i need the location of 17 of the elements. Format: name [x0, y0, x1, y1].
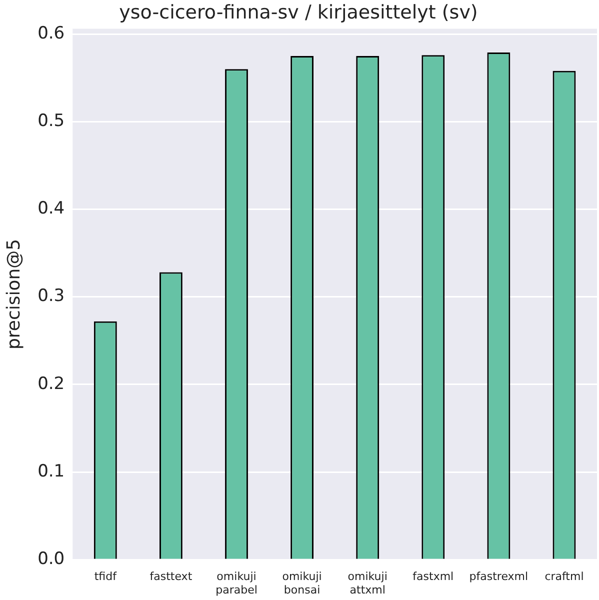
x-tick-label: omikuji parabel	[216, 570, 258, 596]
y-axis-title: precision@5	[3, 238, 24, 350]
y-tick-label: 0.0	[38, 549, 65, 570]
y-tick-label: 0.3	[38, 286, 65, 306]
y-tick-label: 0.2	[38, 374, 65, 394]
y-tick-label: 0.1	[38, 461, 65, 482]
y-tick-label: 0.6	[38, 23, 65, 44]
x-tick-label: craftml	[544, 570, 584, 584]
x-tick-label: omikuji attxml	[348, 570, 388, 596]
x-tick-label: fasttext	[150, 570, 193, 584]
y-tick-label: 0.4	[38, 198, 65, 219]
x-tick-label: omikuji bonsai	[282, 570, 322, 596]
chart-title: yso-cicero-finna-sv / kirjaesittelyt (sv)	[119, 1, 478, 24]
x-tick-label: tfidf	[94, 570, 118, 584]
y-tick-label: 0.5	[38, 111, 65, 132]
x-tick-label: fastxml	[412, 570, 454, 584]
x-tick-label: pfastrexml	[469, 570, 528, 584]
